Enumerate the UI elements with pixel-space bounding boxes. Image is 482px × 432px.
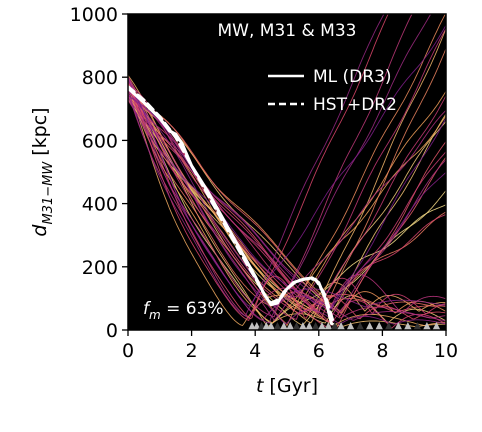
y-tick-label: 200 xyxy=(82,257,118,279)
x-tick-label: 10 xyxy=(434,340,458,362)
y-tick-label: 1000 xyxy=(70,4,118,26)
orbit-line xyxy=(128,100,446,314)
x-tick-label: 8 xyxy=(376,340,388,362)
x-tick-label: 4 xyxy=(249,340,261,362)
orbit-line xyxy=(128,14,385,317)
orbit-line xyxy=(128,94,446,323)
merger-marker xyxy=(273,322,282,330)
orbit-line xyxy=(128,81,446,311)
merger-marker xyxy=(356,322,365,330)
orbit-line xyxy=(128,28,446,320)
y-axis-label: dM31−MW [kpc] xyxy=(29,107,56,236)
y-tick-label: 800 xyxy=(82,67,118,89)
plot-frame xyxy=(127,13,447,331)
orbit-line xyxy=(128,48,446,319)
y-axis: 0 200 400 600 800 1000 xyxy=(70,4,128,342)
merger-marker xyxy=(317,322,326,330)
merger-marker xyxy=(365,322,374,330)
orbit-line xyxy=(128,81,446,315)
orbit-line xyxy=(128,25,446,307)
merger-marker xyxy=(267,322,276,330)
x-tick-label: 6 xyxy=(313,340,325,362)
orbit-line xyxy=(128,89,446,308)
orbit-line xyxy=(128,95,446,324)
merger-marker xyxy=(279,322,288,330)
merger-marker xyxy=(422,322,431,330)
merger-marker xyxy=(403,322,412,330)
orbit-line xyxy=(128,14,389,321)
fraction-annotation: fm = 63% xyxy=(143,299,224,322)
merger-marker xyxy=(311,322,320,330)
x-axis: 0 2 4 6 8 10 xyxy=(122,330,458,362)
x-axis-label: t [Gyr] xyxy=(256,375,318,397)
series-line-hst-dr2 xyxy=(128,85,337,329)
merger-marker xyxy=(305,322,314,330)
orbit-line xyxy=(128,95,446,313)
orbit-line xyxy=(128,97,446,322)
main-series xyxy=(128,85,337,329)
orbit-line xyxy=(128,84,446,310)
merger-marker xyxy=(337,322,346,330)
y-tick-label: 600 xyxy=(82,130,118,152)
merger-marker xyxy=(286,322,295,330)
orbit-line xyxy=(128,92,446,326)
y-tick-label: 0 xyxy=(106,320,118,342)
merger-marker xyxy=(375,322,384,330)
orbit-line xyxy=(128,95,446,309)
merger-marker xyxy=(432,322,441,330)
x-tick-label: 2 xyxy=(186,340,198,362)
orbit-line xyxy=(128,87,446,324)
orbit-line xyxy=(128,96,446,325)
merger-marker xyxy=(298,322,307,330)
merger-markers xyxy=(248,322,441,330)
merger-marker xyxy=(324,322,333,330)
legend: ML (DR3) HST+DR2 xyxy=(268,67,397,115)
merger-marker xyxy=(394,322,403,330)
chart-title: MW, M31 & M33 xyxy=(218,21,357,41)
y-tick-label: 400 xyxy=(82,194,118,216)
merger-marker xyxy=(330,322,339,330)
x-tick-label: 0 xyxy=(122,340,134,362)
legend-label-hst: HST+DR2 xyxy=(313,95,397,115)
orbit-ensemble xyxy=(128,14,446,330)
merger-marker xyxy=(413,322,422,330)
merger-marker xyxy=(384,322,393,330)
legend-label-ml: ML (DR3) xyxy=(313,67,392,87)
orbit-line xyxy=(128,14,446,327)
merger-marker xyxy=(346,322,355,330)
merger-marker xyxy=(292,322,301,330)
